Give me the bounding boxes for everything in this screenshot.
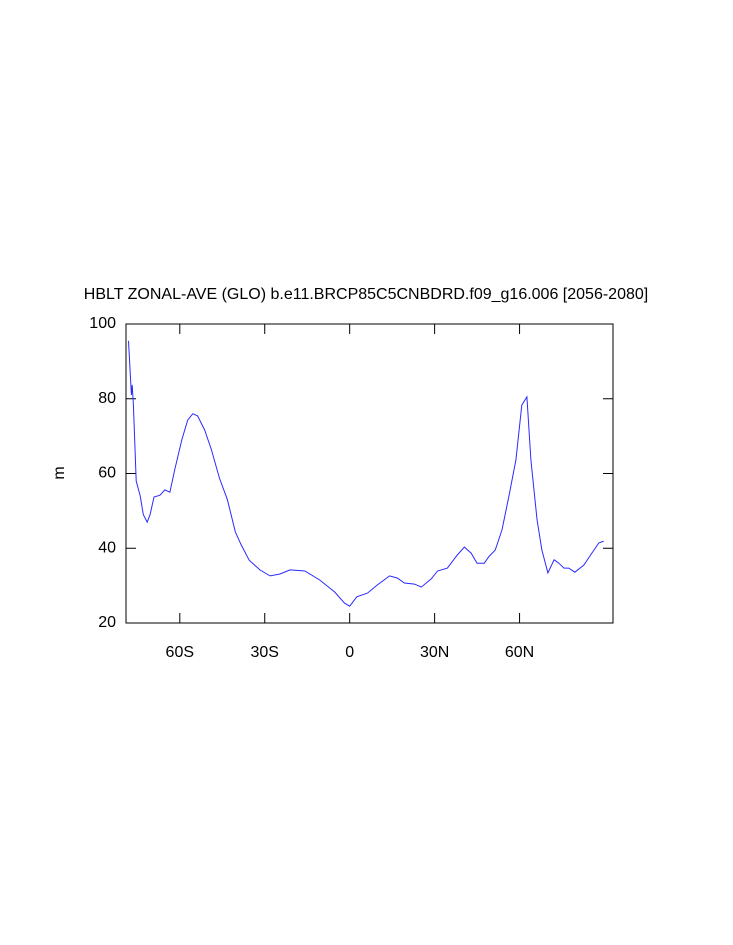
x-tick-label: 0: [345, 644, 354, 661]
y-axis-label: m: [51, 466, 68, 479]
x-tick-label: 30S: [251, 644, 279, 661]
x-tick-label: 60N: [505, 644, 534, 661]
y-tick-label: 100: [89, 315, 116, 332]
x-tick-label: 30N: [420, 644, 449, 661]
y-tick-label: 60: [98, 465, 116, 482]
data-line: [128, 340, 604, 607]
y-tick-label: 20: [98, 614, 116, 631]
y-tick-label: 40: [98, 539, 116, 556]
x-tick-label: 60S: [166, 644, 194, 661]
chart-title: HBLT ZONAL-AVE (GLO) b.e11.BRCP85C5CNBDR…: [84, 286, 648, 303]
y-tick-label: 80: [98, 390, 116, 407]
plot-frame: [125, 323, 614, 624]
